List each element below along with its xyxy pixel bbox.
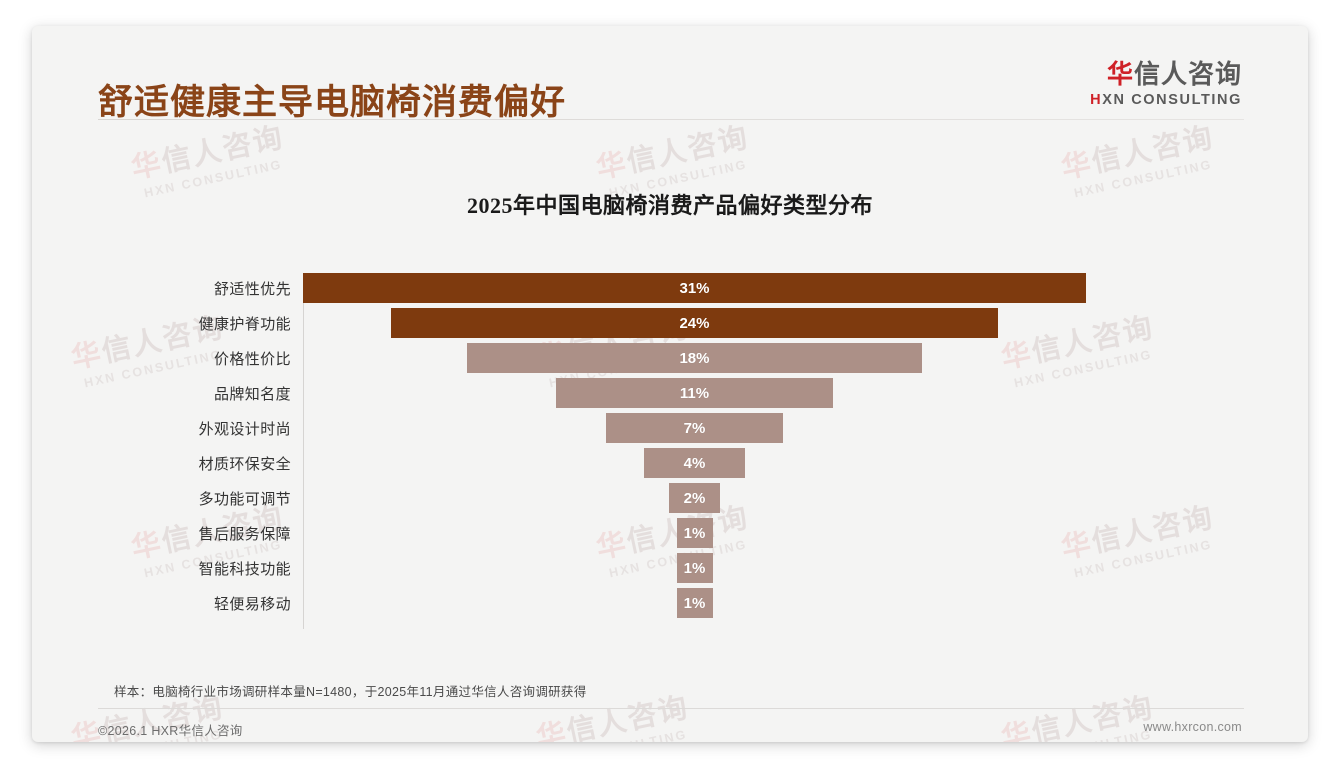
funnel-bar-value: 7% [683,419,706,437]
company-logo: 华信人咨询 HXN CONSULTING [1090,60,1242,108]
funnel-bar-value: 18% [679,349,710,367]
funnel-category-label: 多功能可调节 [198,491,291,508]
logo-chinese: 华信人咨询 [1090,60,1242,89]
chart-title: 2025年中国电脑椅消费产品偏好类型分布 [466,193,873,218]
funnel-bar: 18% [467,343,922,373]
funnel-chart: 舒适性优先 31% 健康护脊功能 24% 价格性价比 18% 品牌知名度 11% 外观设计时尚 7… [32,271,1308,631]
source-footnote: 样本：电脑椅行业市场调研样本量N=1480，于2025年11月通过华信人咨询调研… [114,685,587,699]
funnel-bar-value: 31% [679,279,710,297]
funnel-row: 智能科技功能 1% [32,551,1308,586]
funnel-category-label: 外观设计时尚 [198,421,291,438]
funnel-bar: 1% [676,518,713,548]
funnel-bar-value: 4% [683,454,706,472]
funnel-bar-value: 1% [683,524,706,542]
logo-english: HXN CONSULTING [1090,92,1242,108]
funnel-row: 外观设计时尚 7% [32,411,1308,446]
funnel-category-label: 轻便易移动 [213,596,291,613]
website-url[interactable]: www.hxrcon.com [1143,720,1242,734]
funnel-bar-value: 1% [683,559,706,577]
footer-divider [98,708,1244,709]
funnel-bar-value: 24% [679,314,710,332]
funnel-row: 轻便易移动 1% [32,586,1308,621]
funnel-category-label: 健康护脊功能 [198,316,291,333]
slide-footer: ©2026.1 HXR华信人咨询 www.hxrcon.com [32,716,1308,742]
logo-chinese-rest: 信人咨询 [1133,59,1242,89]
funnel-bar: 11% [555,378,834,408]
funnel-bar: 7% [606,413,783,443]
slide-header: 舒适健康主导电脑椅消费偏好 华信人咨询 HXN CONSULTING [32,26,1308,124]
funnel-row: 售后服务保障 1% [32,516,1308,551]
chart-block: 2025年中国电脑椅消费产品偏好类型分布 舒适性优先 31% 健康护脊功能 24% 价格… [32,136,1308,629]
funnel-category-label: 价格性价比 [213,351,291,368]
funnel-bar: 1% [676,588,713,618]
funnel-row: 材质环保安全 4% [32,446,1308,481]
funnel-bar-value: 1% [683,594,706,612]
funnel-category-label: 舒适性优先 [213,281,291,298]
funnel-row: 舒适性优先 31% [32,271,1308,306]
funnel-category-label: 品牌知名度 [213,386,291,403]
funnel-category-label: 智能科技功能 [198,561,291,578]
funnel-category-label: 材质环保安全 [198,456,291,473]
funnel-bar-value: 2% [683,489,706,507]
page-title: 舒适健康主导电脑椅消费偏好 [98,83,567,122]
logo-english-rest: XN CONSULTING [1102,91,1242,108]
logo-english-accent: H [1090,91,1103,108]
copyright-text: ©2026.1 HXR华信人咨询 [98,724,243,738]
funnel-category-label: 售后服务保障 [198,526,291,543]
funnel-bar: 2% [669,483,720,513]
title-divider [98,119,1244,120]
funnel-bar: 4% [643,448,745,478]
slide-card: 华信人咨询 HXN CONSULTING 华信人咨询 HXN CONSULTING 华信… [32,26,1308,742]
funnel-bar: 31% [303,273,1086,303]
funnel-row: 品牌知名度 11% [32,376,1308,411]
funnel-row: 健康护脊功能 24% [32,306,1308,341]
funnel-row: 价格性价比 18% [32,341,1308,376]
category-axis-line [303,274,304,629]
funnel-bar: 1% [676,553,713,583]
logo-chinese-accent: 华 [1106,59,1134,89]
funnel-bar: 24% [391,308,998,338]
funnel-bar-value: 11% [679,384,710,402]
funnel-row: 多功能可调节 2% [32,481,1308,516]
